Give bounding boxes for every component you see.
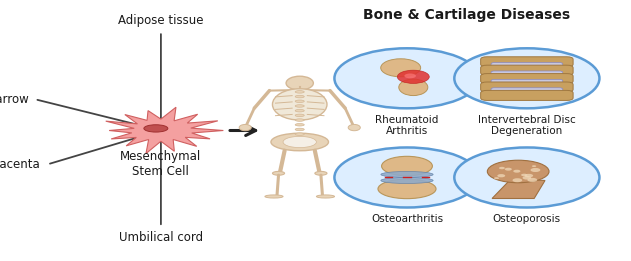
Text: Mesenchymal
Stem Cell: Mesenchymal Stem Cell [121, 150, 201, 178]
FancyBboxPatch shape [481, 65, 573, 75]
FancyBboxPatch shape [491, 88, 563, 94]
Ellipse shape [295, 91, 304, 93]
Circle shape [522, 176, 531, 180]
Ellipse shape [265, 195, 283, 198]
Circle shape [398, 70, 429, 84]
Circle shape [494, 177, 499, 179]
Ellipse shape [239, 124, 251, 131]
Text: Umbilical cord: Umbilical cord [119, 231, 203, 244]
Ellipse shape [295, 95, 304, 98]
Ellipse shape [295, 133, 304, 135]
Circle shape [497, 174, 505, 177]
Circle shape [505, 168, 512, 171]
Polygon shape [106, 107, 223, 153]
Text: Placenta: Placenta [0, 158, 41, 171]
Ellipse shape [295, 123, 304, 126]
Ellipse shape [144, 125, 168, 132]
Circle shape [521, 174, 528, 176]
Ellipse shape [271, 133, 329, 151]
Ellipse shape [295, 119, 304, 121]
Circle shape [334, 147, 480, 207]
Ellipse shape [295, 128, 304, 131]
Text: Osteoarthritis: Osteoarthritis [371, 214, 443, 224]
FancyBboxPatch shape [491, 63, 563, 69]
Ellipse shape [381, 177, 433, 183]
Circle shape [454, 48, 599, 108]
Circle shape [334, 48, 480, 108]
Circle shape [404, 74, 416, 78]
Text: Rheumatoid
Arthritis: Rheumatoid Arthritis [375, 115, 439, 137]
Ellipse shape [295, 109, 304, 112]
Circle shape [513, 170, 521, 173]
FancyBboxPatch shape [491, 79, 563, 86]
Circle shape [531, 168, 540, 172]
Text: Adipose tissue: Adipose tissue [118, 14, 204, 27]
Circle shape [532, 165, 536, 167]
Ellipse shape [487, 160, 549, 183]
Ellipse shape [295, 100, 304, 103]
Ellipse shape [316, 195, 334, 198]
Ellipse shape [381, 171, 433, 177]
FancyBboxPatch shape [491, 71, 563, 78]
Circle shape [524, 174, 533, 177]
Circle shape [512, 178, 522, 182]
Ellipse shape [283, 136, 316, 148]
FancyBboxPatch shape [481, 74, 573, 84]
Polygon shape [492, 179, 545, 199]
Ellipse shape [273, 89, 327, 120]
Ellipse shape [315, 171, 327, 175]
FancyBboxPatch shape [481, 82, 573, 92]
Ellipse shape [378, 179, 436, 199]
Ellipse shape [286, 76, 314, 90]
Circle shape [499, 167, 505, 169]
Ellipse shape [295, 105, 304, 107]
Text: Bone marrow: Bone marrow [0, 93, 28, 106]
Ellipse shape [380, 59, 421, 77]
FancyBboxPatch shape [481, 57, 573, 67]
Ellipse shape [273, 171, 285, 175]
Ellipse shape [295, 114, 304, 117]
FancyBboxPatch shape [481, 90, 573, 100]
Text: Bone & Cartilage Diseases: Bone & Cartilage Diseases [363, 8, 570, 22]
Ellipse shape [348, 124, 360, 131]
Ellipse shape [382, 156, 432, 176]
Text: Osteoporosis: Osteoporosis [493, 214, 561, 224]
Circle shape [528, 178, 537, 182]
Ellipse shape [399, 79, 428, 96]
Circle shape [454, 147, 599, 207]
Text: Intervertebral Disc
Degeneration: Intervertebral Disc Degeneration [478, 115, 575, 137]
